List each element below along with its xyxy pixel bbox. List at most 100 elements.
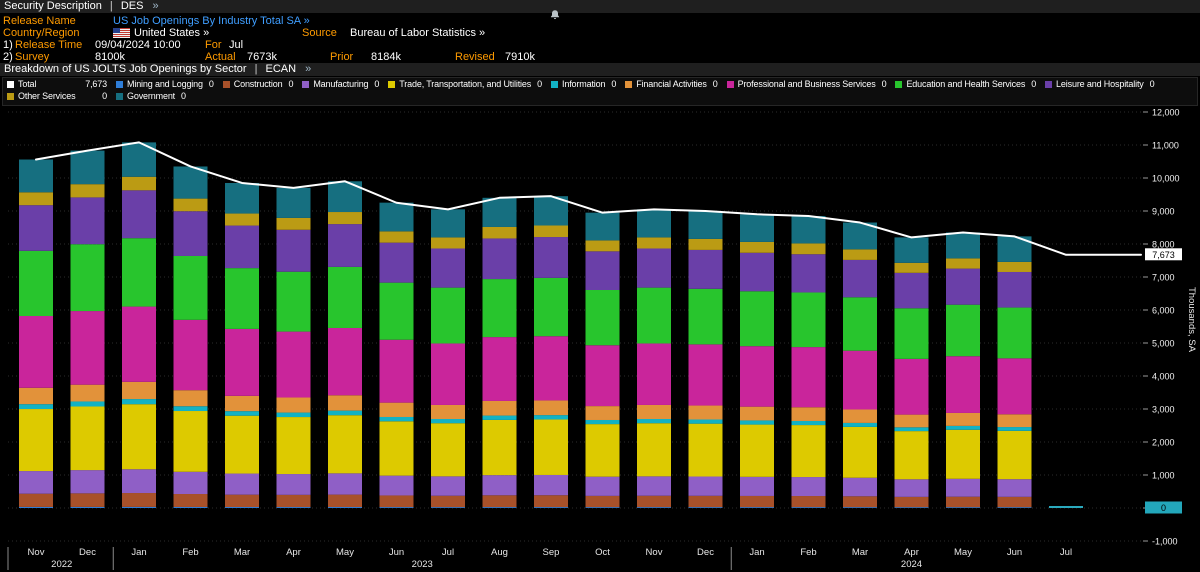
legend-value: 0 (181, 91, 186, 101)
svg-text:9,000: 9,000 (1152, 207, 1175, 217)
country-source-row: Country/Region United States » Source Bu… (0, 27, 1200, 39)
legend-swatch (222, 80, 230, 88)
svg-text:Feb: Feb (800, 547, 816, 558)
legend-swatch (116, 92, 123, 100)
legend-item-total[interactable]: Total 7,673 (7, 79, 107, 89)
source-label: Source (302, 27, 337, 39)
svg-text:7,673: 7,673 (1152, 250, 1175, 260)
legend-item-construction[interactable]: Construction 0 (222, 79, 294, 89)
legend-item-information[interactable]: Information 0 (550, 79, 616, 89)
legend-swatch (7, 80, 14, 88)
survey-number[interactable]: 2) (3, 51, 13, 63)
svg-text:Jan: Jan (131, 547, 146, 558)
svg-text:Jan: Jan (749, 547, 764, 558)
svg-text:2024: 2024 (901, 559, 922, 570)
legend-item-government[interactable]: Government 0 (116, 91, 186, 101)
screen-title: Security Description (4, 0, 102, 12)
chart-legend: Total 7,673 Mining and Logging 0 Constructio… (2, 77, 1198, 106)
svg-text:Jul: Jul (442, 547, 454, 558)
stacked-bar-chart: -1,000 0 1,000 2,000 3,000 4,000 5,000 6,000 7,0… (7, 108, 1197, 570)
legend-label: Leisure and Hospitality (1056, 79, 1144, 89)
total-line (35, 141, 1142, 256)
svg-text:Oct: Oct (595, 547, 610, 558)
survey-row: 2) Survey 8100k Actual 7673k Prior 8184k… (0, 51, 1200, 63)
svg-text:10,000: 10,000 (1152, 174, 1180, 184)
chart-area: -1,000 0 1,000 2,000 3,000 4,000 5,000 6,000 7,0… (0, 104, 1200, 572)
release-name-row: Release Name US Job Openings By Industry… (0, 15, 1200, 27)
svg-text:4,000: 4,000 (1152, 372, 1175, 382)
release-time-row: 1) Release Time 09/04/2024 10:00 For Jul (0, 39, 1200, 51)
legend-row: Other Services 0 Government 0 (7, 90, 1193, 102)
legend-swatch (388, 80, 396, 88)
release-name-link[interactable]: US Job Openings By Industry Total SA » (113, 15, 310, 27)
country-region-label: Country/Region (3, 27, 80, 39)
svg-text:Feb: Feb (182, 547, 198, 558)
country-value-link[interactable]: United States » (134, 27, 210, 39)
legend-item-education-and-health-services[interactable]: Education and Health Services 0 (895, 79, 1036, 89)
legend-value: 0 (374, 79, 380, 89)
svg-text:12,000: 12,000 (1152, 108, 1180, 118)
legend-value: 0 (1031, 79, 1037, 89)
prior-label: Prior (330, 51, 354, 63)
survey-label[interactable]: Survey (15, 51, 50, 63)
legend-swatch (625, 80, 633, 88)
legend-value: 0 (208, 79, 214, 89)
legend-item-mining-and-logging[interactable]: Mining and Logging 0 (116, 79, 214, 89)
legend-label: Total (18, 79, 37, 89)
svg-text:Apr: Apr (286, 547, 301, 558)
legend-value: 7,673 (85, 79, 107, 89)
legend-label: Financial Activities (636, 79, 707, 89)
release-time-value: 09/04/2024 10:00 (95, 39, 181, 51)
us-flag-icon (113, 28, 130, 38)
legend-swatch (7, 92, 14, 100)
legend-value: 0 (1149, 79, 1155, 89)
svg-text:7,000: 7,000 (1152, 273, 1175, 283)
svg-text:11,000: 11,000 (1152, 141, 1179, 151)
legend-swatch (726, 80, 734, 88)
des-function-link[interactable]: DES (120, 0, 144, 12)
for-label: For (205, 39, 222, 51)
ecan-function-link[interactable]: ECAN (265, 63, 297, 75)
legend-label: Trade, Transportation, and Utilities (399, 79, 532, 89)
svg-text:Mar: Mar (852, 547, 868, 558)
y-axis-right: -1,000 0 1,000 2,000 3,000 4,000 5,000 6,000 7,0… (1143, 108, 1180, 547)
chart-title-bar: Breakdown of US JOLTS Job Openings by Se… (0, 63, 1200, 76)
separator: | (109, 0, 113, 12)
svg-text:Mar: Mar (234, 547, 250, 558)
legend-label: Government (127, 91, 176, 101)
legend-value: 0 (881, 79, 887, 89)
svg-text:2022: 2022 (51, 559, 72, 570)
legend-item-trade-transportation-and-utilities[interactable]: Trade, Transportation, and Utilities 0 (388, 79, 542, 89)
svg-text:Jun: Jun (1007, 547, 1022, 558)
svg-text:8,000: 8,000 (1152, 240, 1175, 250)
svg-text:6,000: 6,000 (1152, 306, 1175, 316)
titlebar: Security Description | DES » (0, 0, 1200, 13)
revised-value: 7910k (505, 51, 535, 63)
legend-item-professional-and-business-services[interactable]: Professional and Business Services 0 (726, 79, 887, 89)
legend-item-manufacturing[interactable]: Manufacturing 0 (302, 79, 379, 89)
svg-text:Sep: Sep (543, 547, 560, 558)
last-value-label (1145, 501, 1182, 514)
svg-text:5,000: 5,000 (1152, 339, 1175, 349)
release-time-number[interactable]: 1) (3, 39, 13, 51)
svg-text:Nov: Nov (28, 547, 45, 558)
separator: | (254, 63, 258, 75)
chart-title: Breakdown of US JOLTS Job Openings by Se… (4, 63, 247, 75)
source-value-link[interactable]: Bureau of Labor Statistics » (350, 27, 486, 39)
legend-value: 0 (288, 79, 294, 89)
legend-item-other-services[interactable]: Other Services 0 (7, 91, 107, 101)
legend-value: 0 (537, 79, 542, 89)
last-value-label (1145, 248, 1182, 261)
legend-item-leisure-and-hospitality[interactable]: Leisure and Hospitality 0 (1045, 79, 1155, 89)
svg-text:Jun: Jun (389, 547, 404, 558)
svg-text:Dec: Dec (697, 547, 714, 558)
svg-text:Aug: Aug (491, 547, 508, 558)
actual-label: Actual (205, 51, 236, 63)
bell-icon[interactable] (549, 9, 561, 21)
prior-value: 8184k (371, 51, 401, 63)
release-time-label[interactable]: Release Time (15, 39, 83, 51)
survey-value: 8100k (95, 51, 125, 63)
legend-item-financial-activities[interactable]: Financial Activities 0 (625, 79, 718, 89)
legend-swatch (302, 80, 310, 88)
stacked-bars (19, 142, 1083, 508)
